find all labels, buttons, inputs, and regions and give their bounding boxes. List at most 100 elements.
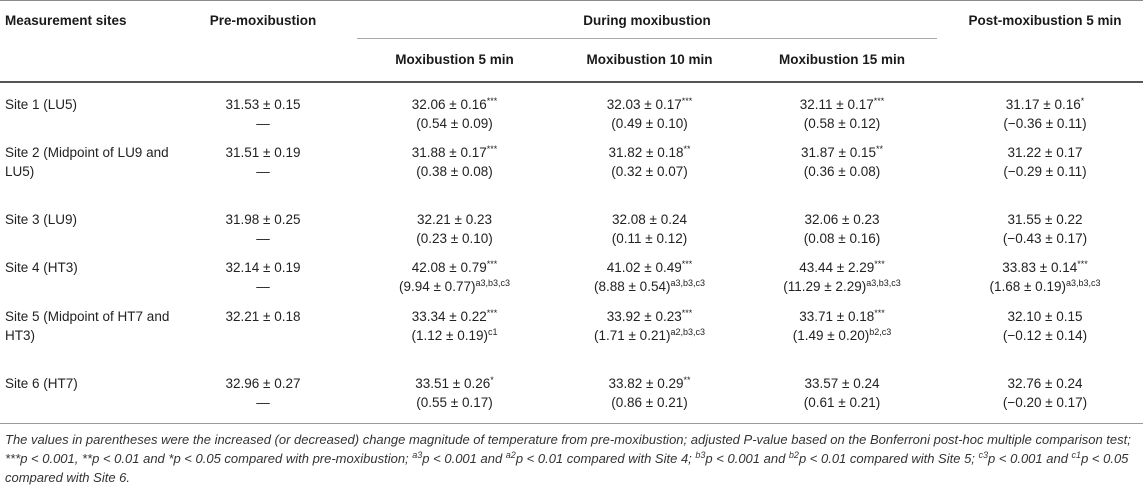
row-4-post-change: (1.68 ± 0.19) — [989, 279, 1066, 294]
row-2-m5: 31.88 ± 0.17*** (0.38 ± 0.08) — [357, 143, 552, 181]
row-2-m15: 31.87 ± 0.15** (0.36 ± 0.08) — [747, 143, 937, 181]
row-4-m5-sig: *** — [486, 259, 498, 269]
row-6-m5-value: 33.51 ± 0.26 — [415, 376, 491, 391]
row-6-m10-change: (0.86 ± 0.21) — [611, 395, 688, 410]
row-5-m5-value: 33.34 ± 0.22 — [411, 309, 487, 324]
table-top-rule — [0, 0, 1143, 1]
row-1-m5-sig: *** — [486, 96, 498, 106]
row-3-m5: 32.21 ± 0.23 (0.23 ± 0.10) — [357, 210, 552, 248]
row-5-m15-change-sig: b2,c3 — [869, 327, 892, 337]
row-4-m10-value: 41.02 ± 0.49 — [606, 260, 682, 275]
row-1-post-change: (−0.36 ± 0.11) — [1003, 116, 1087, 131]
row-1-m10-value: 32.03 ± 0.17 — [606, 97, 682, 112]
row-2-pre-value: 31.51 ± 0.19 — [225, 145, 301, 160]
header-post-moxibustion: Post-moxibustion 5 min — [968, 13, 1122, 28]
row-4-post-change-sig: a3,b3,c3 — [1065, 278, 1101, 288]
row-3-m15-change: (0.08 ± 0.16) — [803, 231, 881, 246]
row-4-post: 33.83 ± 0.14*** (1.68 ± 0.19)a3,b3,c3 — [950, 258, 1140, 296]
row-3-post-change: (−0.43 ± 0.17) — [1002, 231, 1088, 246]
row-4-m10-sig: *** — [681, 259, 693, 269]
row-4-m10-change-sig: a3,b3,c3 — [670, 278, 705, 288]
row-6-pre-change: — — [256, 395, 270, 410]
row-1-site: Site 1 (LU5) — [5, 97, 78, 112]
row-2-post-change: (−0.29 ± 0.11) — [1003, 164, 1087, 179]
row-2-post: 31.22 ± 0.17 (−0.29 ± 0.11) — [950, 143, 1140, 181]
header-moxibustion-5: Moxibustion 5 min — [395, 52, 514, 67]
row-2-m5-sig: *** — [486, 144, 498, 154]
row-5-post-value: 32.10 ± 0.15 — [1007, 309, 1083, 324]
row-4-m10: 41.02 ± 0.49*** (8.88 ± 0.54)a3,b3,c3 — [552, 258, 747, 296]
row-5-m5-sig: *** — [486, 308, 498, 318]
row-6-m15-change: (0.61 ± 0.21) — [803, 395, 881, 410]
row-3-site: Site 3 (LU9) — [5, 212, 78, 227]
row-2-post-value: 31.22 ± 0.17 — [1007, 145, 1083, 160]
row-5-m15-sig: *** — [874, 308, 885, 318]
during-group-rule — [357, 38, 937, 39]
row-4-m15-change-sig: a3,b3,c3 — [866, 278, 901, 288]
row-2-pre: 31.51 ± 0.19 — — [188, 143, 338, 181]
row-1-m15-sig: *** — [873, 96, 885, 106]
row-1-post: 31.17 ± 0.16* (−0.36 ± 0.11) — [950, 95, 1140, 133]
row-6-pre-value: 32.96 ± 0.27 — [225, 376, 301, 391]
row-4-m5: 42.08 ± 0.79*** (9.94 ± 0.77)a3,b3,c3 — [357, 258, 552, 296]
row-4-m15-change: (11.29 ± 2.29) — [783, 279, 867, 294]
row-2-m10-sig: ** — [683, 144, 691, 154]
row-3-m5-value: 32.21 ± 0.23 — [417, 212, 492, 227]
row-3-post-value: 31.55 ± 0.22 — [1007, 212, 1083, 227]
row-5-m10-sig: *** — [681, 308, 693, 318]
row-2-m5-change: (0.38 ± 0.08) — [416, 164, 493, 179]
row-3-m10-value: 32.08 ± 0.24 — [612, 212, 687, 227]
row-2-m10-change: (0.32 ± 0.07) — [611, 164, 688, 179]
row-6-m15-value: 33.57 ± 0.24 — [804, 376, 880, 391]
row-6-site: Site 6 (HT7) — [5, 376, 78, 391]
row-4-pre: 32.14 ± 0.19 — — [188, 258, 338, 296]
row-2-site: Site 2 (Midpoint of LU9 and LU5) — [5, 145, 169, 179]
row-5-m5: 33.34 ± 0.22*** (1.12 ± 0.19)c1 — [357, 307, 552, 345]
row-1-m10-sig: *** — [681, 96, 693, 106]
table-bottom-rule — [0, 423, 1143, 424]
row-4-pre-change: — — [256, 279, 270, 294]
table-footnote: The values in parentheses were the incre… — [5, 432, 1131, 485]
row-1-pre: 31.53 ± 0.15 — — [188, 95, 338, 133]
row-4-m10-change: (8.88 ± 0.54) — [594, 279, 671, 294]
row-5-m15: 33.71 ± 0.18*** (1.49 ± 0.20)b2,c3 — [747, 307, 937, 345]
row-1-m10: 32.03 ± 0.17*** (0.49 ± 0.10) — [552, 95, 747, 133]
row-4-m15: 43.44 ± 2.29*** (11.29 ± 2.29)a3,b3,c3 — [747, 258, 937, 296]
row-4-site: Site 4 (HT3) — [5, 260, 78, 275]
row-1-m5-change: (0.54 ± 0.09) — [416, 116, 493, 131]
row-6-m10: 33.82 ± 0.29** (0.86 ± 0.21) — [552, 374, 747, 412]
row-5-m5-change-sig: c1 — [487, 327, 498, 337]
row-2-m15-change: (0.36 ± 0.08) — [803, 164, 881, 179]
row-5-m10-value: 33.92 ± 0.23 — [606, 309, 682, 324]
row-6-post: 32.76 ± 0.24 (−0.20 ± 0.17) — [950, 374, 1140, 412]
row-3-pre: 31.98 ± 0.25 — — [188, 210, 338, 248]
row-3-m15-value: 32.06 ± 0.23 — [804, 212, 880, 227]
row-2-m10-value: 31.82 ± 0.18 — [608, 145, 684, 160]
row-1-m5: 32.06 ± 0.16*** (0.54 ± 0.09) — [357, 95, 552, 133]
row-3-m15: 32.06 ± 0.23 (0.08 ± 0.16) — [747, 210, 937, 248]
row-6-m5: 33.51 ± 0.26* (0.55 ± 0.17) — [357, 374, 552, 412]
row-3-pre-value: 31.98 ± 0.25 — [225, 212, 301, 227]
row-4-m5-value: 42.08 ± 0.79 — [411, 260, 487, 275]
row-1-m15-change: (0.58 ± 0.12) — [803, 116, 881, 131]
row-4-pre-value: 32.14 ± 0.19 — [225, 260, 301, 275]
row-1-post-value: 31.17 ± 0.16 — [1005, 97, 1081, 112]
header-during-moxibustion: During moxibustion — [583, 13, 711, 28]
row-6-m15: 33.57 ± 0.24 (0.61 ± 0.21) — [747, 374, 937, 412]
row-5-m15-value: 33.71 ± 0.18 — [799, 309, 875, 324]
row-6-m5-change: (0.55 ± 0.17) — [416, 395, 493, 410]
row-1-m5-value: 32.06 ± 0.16 — [411, 97, 487, 112]
row-4-post-sig: *** — [1077, 259, 1088, 269]
header-moxibustion-10: Moxibustion 10 min — [586, 52, 713, 67]
row-6-post-value: 32.76 ± 0.24 — [1007, 376, 1083, 391]
row-1-pre-change: — — [256, 116, 270, 131]
row-5-m15-change: (1.49 ± 0.20) — [792, 328, 870, 343]
row-5-post-change: (−0.12 ± 0.14) — [1002, 328, 1088, 343]
row-6-post-change: (−0.20 ± 0.17) — [1002, 395, 1088, 410]
header-measurement-sites: Measurement sites — [5, 13, 127, 28]
row-4-m5-change: (9.94 ± 0.77) — [399, 279, 476, 294]
header-rule — [0, 81, 1143, 83]
header-pre-moxibustion: Pre-moxibustion — [209, 13, 317, 28]
row-2-m15-value: 31.87 ± 0.15 — [801, 145, 876, 160]
row-5-m5-change: (1.12 ± 0.19) — [411, 328, 488, 343]
